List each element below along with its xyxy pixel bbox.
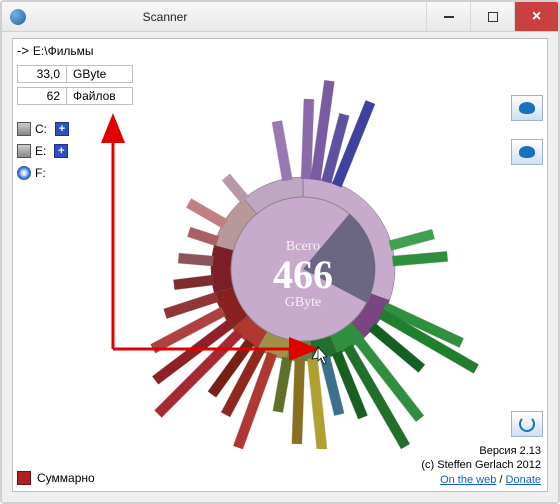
disk-icon: [17, 144, 31, 158]
donate-link[interactable]: Donate: [506, 474, 541, 486]
summary-swatch: [17, 471, 31, 485]
titlebar: Scanner ×: [2, 2, 558, 32]
disk-icon: [519, 102, 535, 114]
minimize-button[interactable]: [426, 2, 470, 31]
files-value: 62: [17, 87, 67, 105]
app-icon: [10, 9, 26, 25]
refresh-button[interactable]: [511, 411, 543, 437]
expand-button[interactable]: +: [55, 122, 69, 136]
expand-button[interactable]: +: [54, 144, 68, 158]
footer-left: Суммарно: [17, 471, 95, 485]
drive-C[interactable]: C: +: [17, 119, 69, 139]
window-title: Scanner: [34, 10, 296, 24]
size-value: 33,0: [17, 65, 67, 83]
close-button[interactable]: ×: [514, 2, 558, 31]
maximize-button[interactable]: [470, 2, 514, 31]
drive-label: E:: [35, 144, 46, 158]
drive-label: C:: [35, 122, 47, 136]
summary-label: Суммарно: [37, 471, 95, 485]
breadcrumb[interactable]: -> E:\Фильмы: [17, 43, 94, 58]
main-panel: -> E:\Фильмы 33,0 GByte 62 Файлов C:+E:+…: [12, 38, 548, 492]
drive-label: F:: [35, 166, 46, 180]
web-link[interactable]: On the web: [440, 474, 496, 486]
disk-icon: [519, 146, 535, 158]
breadcrumb-arrow-icon: ->: [17, 43, 29, 58]
cd-icon: [17, 166, 31, 180]
action-button-1[interactable]: [511, 95, 543, 121]
breadcrumb-path: E:\Фильмы: [33, 44, 94, 58]
drive-list: C: + E: + F:: [17, 119, 69, 185]
copyright-label: (c) Steffen Gerlach 2012: [421, 458, 541, 472]
sunburst-chart[interactable]: Всего 466 GByte: [113, 69, 493, 449]
refresh-icon: [519, 416, 535, 432]
action-button-2[interactable]: [511, 139, 543, 165]
drive-F[interactable]: F:: [17, 163, 69, 183]
disk-icon: [17, 122, 31, 136]
drive-E[interactable]: E: +: [17, 141, 69, 161]
footer-right: Версия 2.13 (c) Steffen Gerlach 2012 On …: [421, 444, 541, 487]
version-label: Версия 2.13: [421, 444, 541, 458]
